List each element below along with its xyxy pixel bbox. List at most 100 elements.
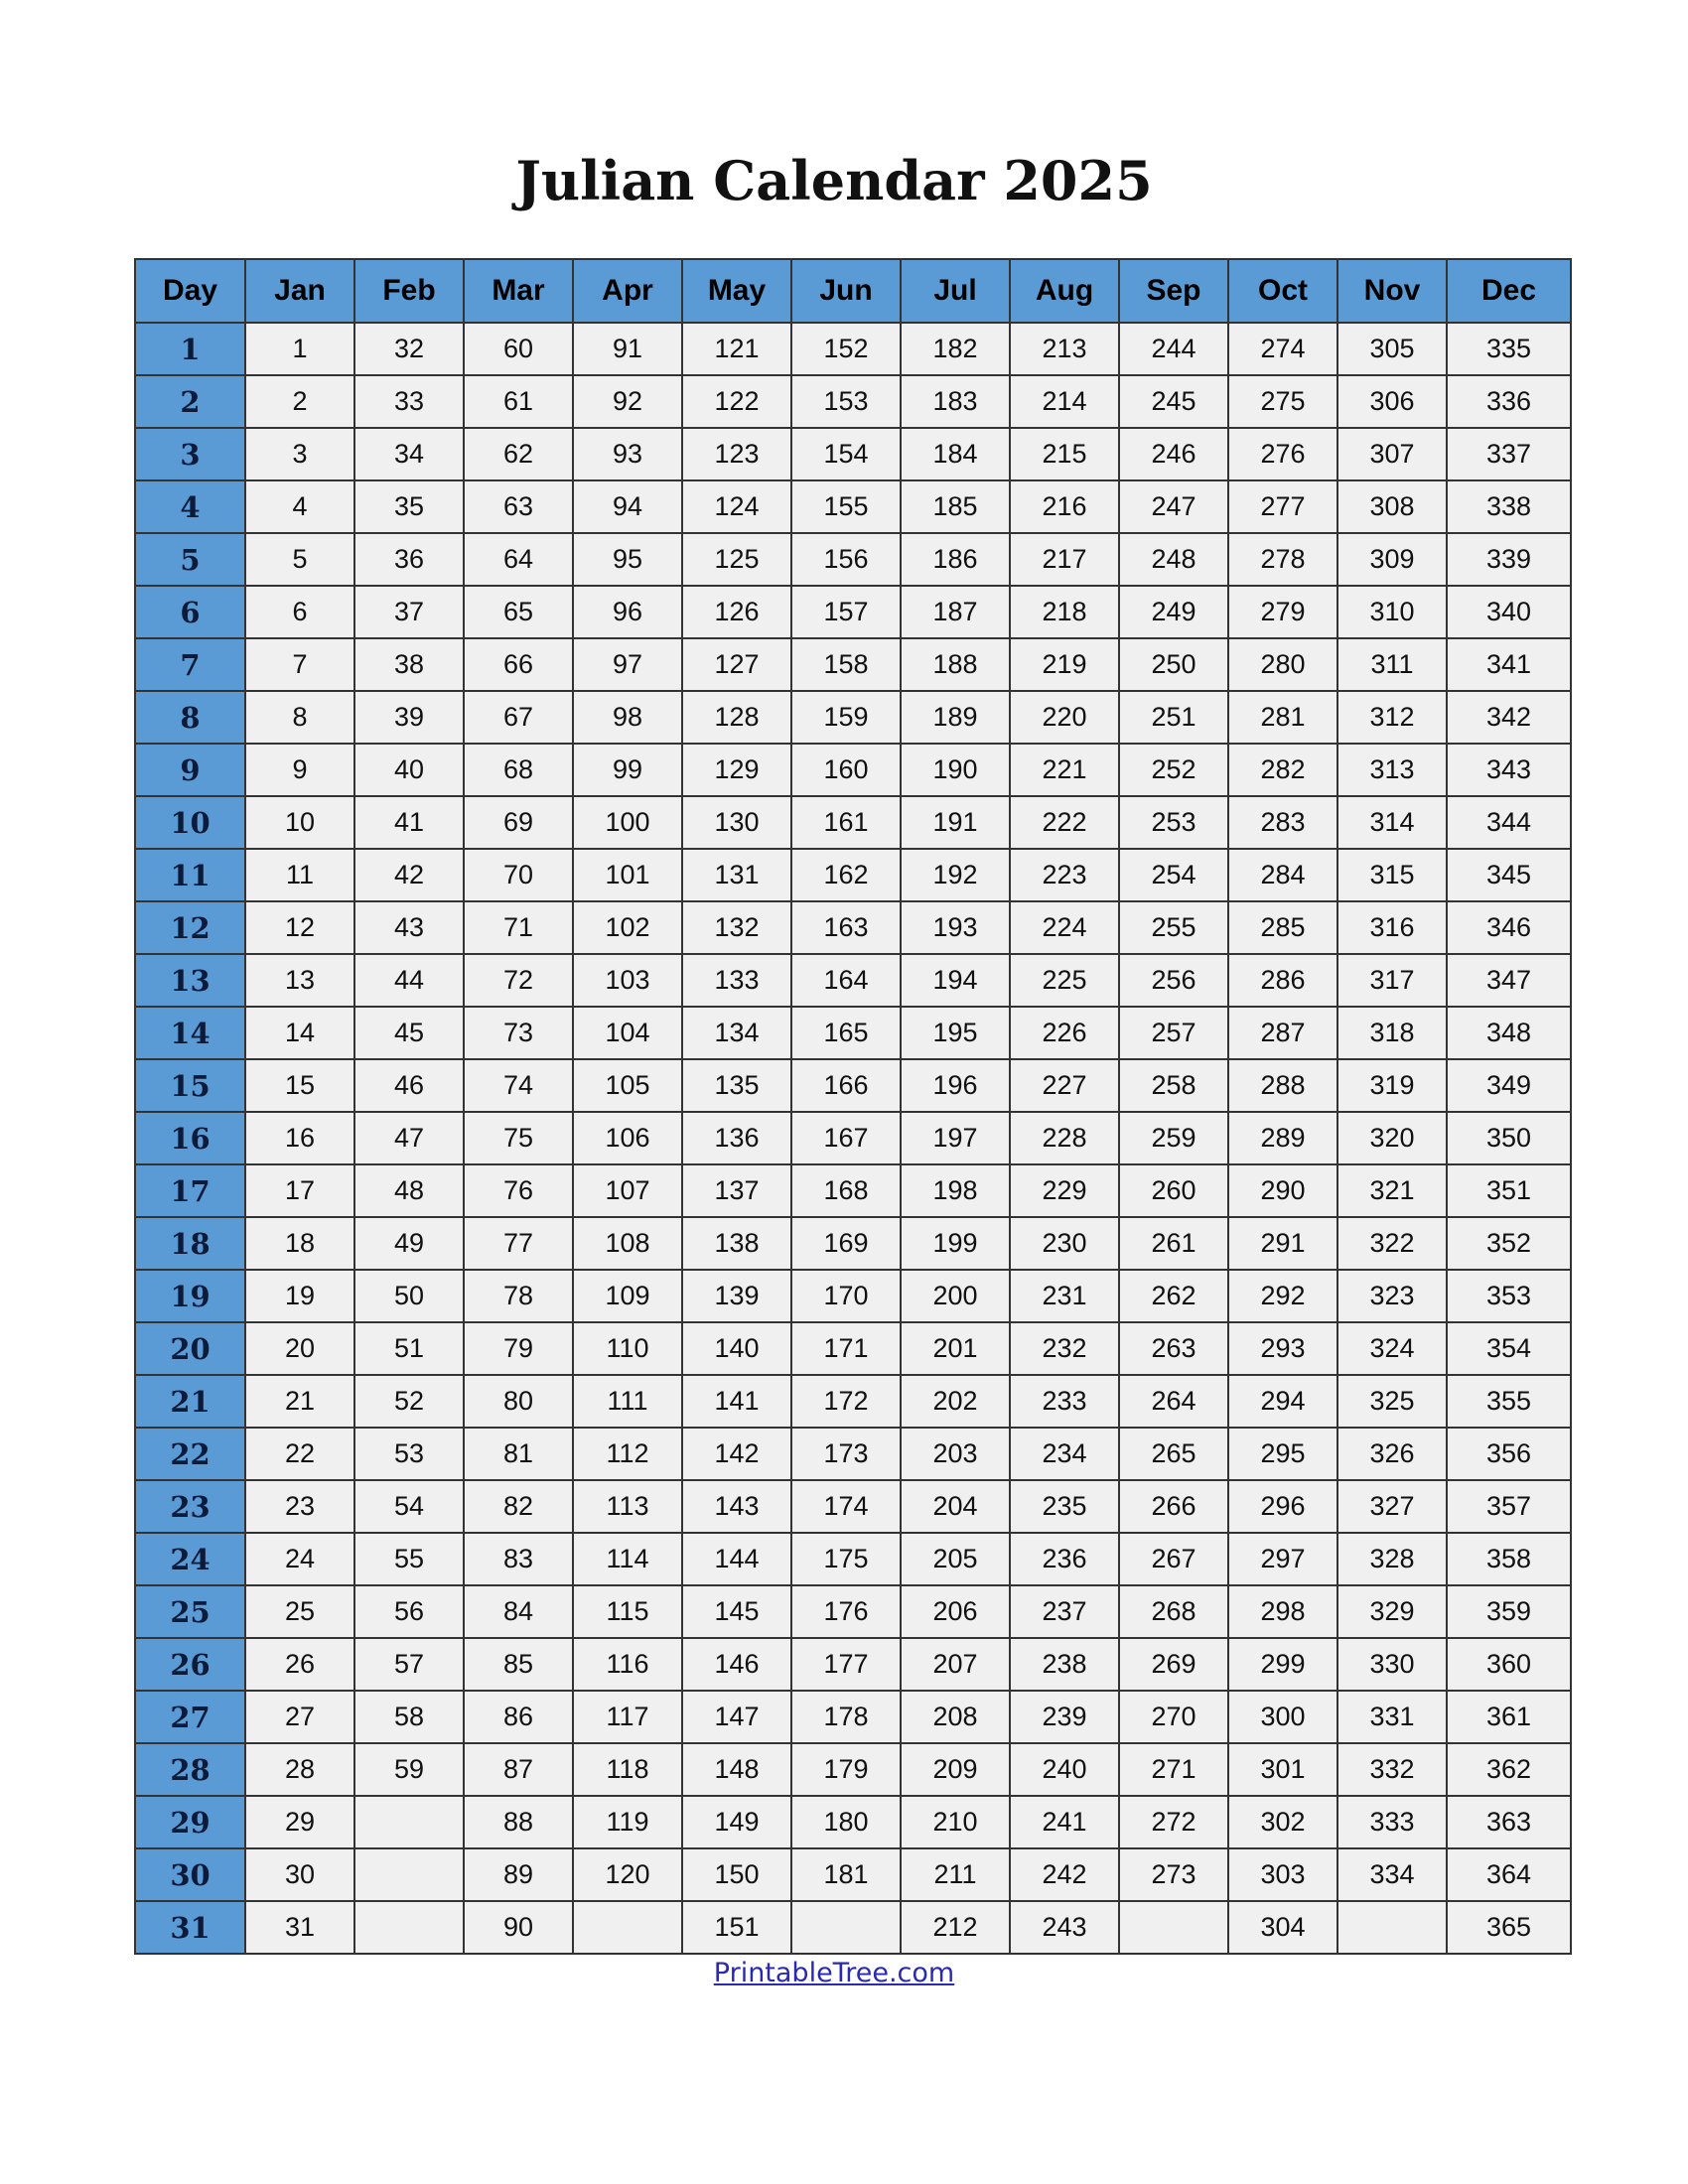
julian-day-cell: 179	[790, 1742, 902, 1797]
julian-day-cell: 276	[1227, 427, 1338, 481]
julian-day-cell: 229	[1009, 1163, 1120, 1218]
column-header-aug: Aug	[1009, 258, 1120, 324]
julian-day-cell: 226	[1009, 1006, 1120, 1060]
julian-day-cell: 284	[1227, 848, 1338, 902]
julian-day-cell: 93	[572, 427, 683, 481]
julian-day-cell: 363	[1446, 1795, 1572, 1849]
julian-day-cell: 346	[1446, 900, 1572, 955]
julian-day-cell: 294	[1227, 1374, 1338, 1429]
day-number: 14	[134, 1006, 246, 1060]
julian-day-cell: 163	[790, 900, 902, 955]
julian-day-cell: 80	[463, 1374, 574, 1429]
julian-day-cell: 302	[1227, 1795, 1338, 1849]
julian-day-cell: 337	[1446, 427, 1572, 481]
julian-day-cell: 313	[1336, 743, 1448, 797]
julian-day-cell: 345	[1446, 848, 1572, 902]
julian-day-cell: 191	[900, 795, 1011, 850]
julian-day-cell: 353	[1446, 1269, 1572, 1323]
day-number: 21	[134, 1374, 246, 1429]
julian-day-cell: 30	[244, 1847, 355, 1902]
day-number: 20	[134, 1321, 246, 1376]
julian-day-cell: 173	[790, 1427, 902, 1481]
day-number: 22	[134, 1427, 246, 1481]
day-number: 12	[134, 900, 246, 955]
table-row: 27 27 58 86 117 147 178 208 239 270 300 331 361	[134, 1690, 1572, 1744]
julian-day-cell: 210	[900, 1795, 1011, 1849]
julian-day-cell: 221	[1009, 743, 1120, 797]
table-row: 6 6 37 65 96 126 157 187 218 249 279 310 340	[134, 585, 1572, 639]
table-row: 10 10 41 69 100 130 161 191 222 253 283 314 344	[134, 795, 1572, 850]
julian-day-cell: 296	[1227, 1479, 1338, 1534]
table-row: 21 21 52 80 111 141 172 202 233 264 294 325 355	[134, 1374, 1572, 1429]
julian-day-cell: 365	[1446, 1900, 1572, 1955]
julian-day-cell: 12	[244, 900, 355, 955]
day-number: 18	[134, 1216, 246, 1271]
julian-day-cell: 127	[681, 637, 792, 692]
julian-day-cell: 255	[1118, 900, 1229, 955]
julian-day-cell: 136	[681, 1111, 792, 1165]
julian-day-cell: 87	[463, 1742, 574, 1797]
julian-day-cell: 344	[1446, 795, 1572, 850]
julian-day-cell: 213	[1009, 322, 1120, 376]
day-number: 13	[134, 953, 246, 1008]
day-number: 27	[134, 1690, 246, 1744]
julian-day-cell: 228	[1009, 1111, 1120, 1165]
julian-day-cell: 46	[353, 1058, 465, 1113]
julian-day-cell: 297	[1227, 1532, 1338, 1586]
julian-day-cell: 45	[353, 1006, 465, 1060]
julian-day-cell: 108	[572, 1216, 683, 1271]
julian-day-cell: 220	[1009, 690, 1120, 745]
julian-day-cell: 206	[900, 1584, 1011, 1639]
julian-day-cell: 29	[244, 1795, 355, 1849]
julian-day-cell: 237	[1009, 1584, 1120, 1639]
julian-day-cell: 143	[681, 1479, 792, 1534]
julian-day-cell: 168	[790, 1163, 902, 1218]
julian-day-cell: 189	[900, 690, 1011, 745]
julian-day-cell: 177	[790, 1637, 902, 1692]
julian-day-cell: 157	[790, 585, 902, 639]
julian-day-cell	[1118, 1900, 1229, 1955]
julian-day-cell: 250	[1118, 637, 1229, 692]
table-row: 9 9 40 68 99 129 160 190 221 252 282 313 343	[134, 743, 1572, 797]
julian-day-cell: 347	[1446, 953, 1572, 1008]
julian-day-cell: 183	[900, 374, 1011, 429]
julian-day-cell: 322	[1336, 1216, 1448, 1271]
julian-day-cell: 115	[572, 1584, 683, 1639]
julian-day-cell: 334	[1336, 1847, 1448, 1902]
julian-day-cell: 279	[1227, 585, 1338, 639]
julian-day-cell: 90	[463, 1900, 574, 1955]
julian-day-cell: 164	[790, 953, 902, 1008]
printabletree-link[interactable]: PrintableTree.com	[713, 1958, 955, 1988]
julian-day-cell: 205	[900, 1532, 1011, 1586]
column-header-jan: Jan	[244, 258, 355, 324]
julian-day-cell: 274	[1227, 322, 1338, 376]
day-number: 26	[134, 1637, 246, 1692]
day-number: 19	[134, 1269, 246, 1323]
table-row: 22 22 53 81 112 142 173 203 234 265 295 326 356	[134, 1427, 1572, 1481]
julian-day-cell: 329	[1336, 1584, 1448, 1639]
julian-day-cell: 331	[1336, 1690, 1448, 1744]
julian-day-cell: 3	[244, 427, 355, 481]
julian-day-cell: 6	[244, 585, 355, 639]
julian-day-cell: 4	[244, 479, 355, 534]
julian-day-cell: 126	[681, 585, 792, 639]
day-number: 15	[134, 1058, 246, 1113]
julian-day-cell: 195	[900, 1006, 1011, 1060]
julian-day-cell: 16	[244, 1111, 355, 1165]
column-header-may: May	[681, 258, 792, 324]
julian-day-cell: 289	[1227, 1111, 1338, 1165]
julian-day-cell: 286	[1227, 953, 1338, 1008]
julian-day-cell: 89	[463, 1847, 574, 1902]
julian-day-cell: 271	[1118, 1742, 1229, 1797]
julian-day-cell: 341	[1446, 637, 1572, 692]
julian-day-cell: 91	[572, 322, 683, 376]
julian-day-cell: 182	[900, 322, 1011, 376]
julian-day-cell: 124	[681, 479, 792, 534]
day-number: 3	[134, 427, 246, 481]
table-row: 5 5 36 64 95 125 156 186 217 248 278 309 339	[134, 532, 1572, 587]
julian-day-cell: 22	[244, 1427, 355, 1481]
julian-day-cell: 85	[463, 1637, 574, 1692]
julian-day-cell: 208	[900, 1690, 1011, 1744]
column-header-feb: Feb	[353, 258, 465, 324]
day-number: 10	[134, 795, 246, 850]
